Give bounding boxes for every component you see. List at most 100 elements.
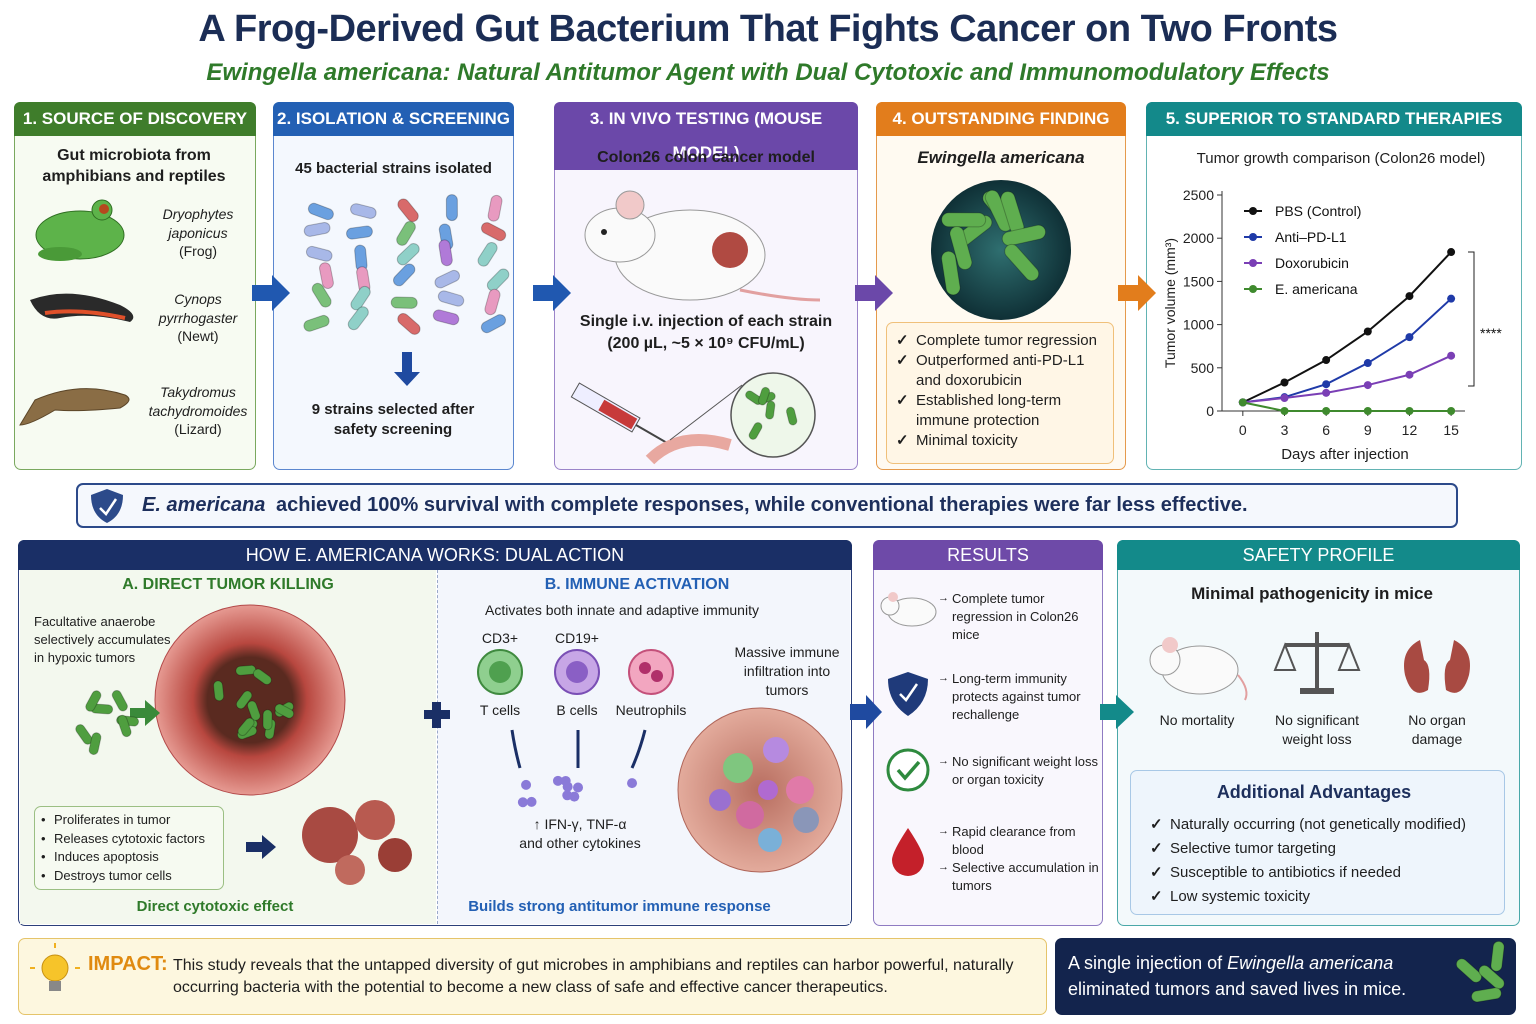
x-tick-label: 0 — [1239, 422, 1247, 438]
organism: Ewingella americana — [1227, 953, 1394, 973]
y-tick-label: 0 — [1206, 403, 1214, 419]
cytokine — [552, 775, 563, 786]
data-point — [1447, 407, 1456, 415]
banner-text: achieved 100% survival with complete res… — [276, 494, 1248, 516]
bacterium — [1455, 958, 1483, 983]
result-line: Complete tumor regression in Colon26 mic… — [938, 589, 1100, 644]
bacterium — [949, 226, 973, 270]
bacterium — [305, 245, 333, 262]
advantages-title: Additional Advantages — [1216, 782, 1412, 802]
result-item: Complete tumor regression in Colon26 mic… — [938, 589, 1100, 644]
bacterium — [111, 689, 128, 712]
panel — [1146, 102, 1522, 470]
section-title: B. IMMUNE ACTIVATION — [544, 576, 730, 593]
step-item: Induces apoptosis — [38, 848, 223, 867]
bacterium — [477, 241, 498, 267]
data-point — [1322, 380, 1331, 389]
text: Colon26 colon cancer model — [597, 149, 815, 166]
cell-name: B cells — [556, 702, 598, 718]
data-point — [1405, 292, 1414, 301]
bracket — [1468, 251, 1475, 387]
legend-swatch — [1249, 233, 1257, 241]
bacterium — [117, 714, 132, 738]
footer: Builds strong antitumor immune response — [468, 898, 771, 915]
bacterium — [396, 220, 416, 246]
section-title: A. DIRECT TUMOR KILLING — [122, 576, 334, 593]
species-common: (Lizard) — [174, 421, 222, 437]
y-tick-label: 2500 — [1183, 187, 1214, 203]
impact-box — [18, 938, 1047, 1015]
bacteria-art — [75, 189, 1505, 1003]
footer: Direct cytotoxic effect — [136, 898, 294, 915]
note: Facultative anaerobe selectively accumul… — [34, 614, 171, 665]
text: 9 strains selected after safety screenin… — [311, 401, 475, 438]
bacterium — [88, 732, 102, 755]
data-point — [1363, 359, 1372, 368]
cytokine — [560, 775, 571, 786]
bacterium — [307, 202, 334, 221]
cell-name: Neutrophils — [615, 702, 687, 718]
data-point — [1405, 407, 1414, 415]
data-point — [1280, 394, 1289, 403]
cytokine — [521, 779, 532, 790]
advantage-item: Low systemic toxicity — [1148, 885, 1498, 909]
y-tick-label: 1500 — [1183, 273, 1214, 289]
bacterium — [480, 222, 507, 242]
checklist-item: Complete tumor regression — [894, 331, 1109, 351]
subtitle: Minimal pathogenicity in mice — [1191, 584, 1433, 603]
bacterium — [397, 312, 421, 335]
species-common: (Frog) — [178, 243, 218, 259]
panel-header: HOW E. AMERICANA WORKS: DUAL ACTION — [18, 540, 852, 570]
bacterium — [748, 422, 763, 440]
checklist: Complete tumor regressionOutperformed an… — [894, 331, 1109, 451]
x-tick-label: 12 — [1402, 422, 1418, 438]
text: eliminated tumors and saved lives in mic… — [1068, 979, 1407, 999]
species-name: Cynops pyrrhogaster — [158, 291, 238, 326]
cytokine — [526, 796, 537, 807]
cytokine — [569, 791, 580, 802]
bacterium — [85, 690, 102, 712]
note: Activates both innate and adaptive immun… — [485, 602, 759, 618]
takeaway-box — [1055, 938, 1516, 1015]
panel-header: 1. SOURCE OF DISCOVERY — [14, 102, 256, 136]
bacterium — [1471, 987, 1502, 1003]
bacterium — [303, 221, 331, 237]
x-tick-label: 3 — [1281, 422, 1289, 438]
banner — [76, 483, 1458, 528]
intro: Gut microbiota from amphibians and repti… — [42, 147, 226, 185]
bacterium — [350, 203, 377, 219]
result-item: No significant weight loss or organ toxi… — [938, 752, 1100, 789]
step-item: Proliferates in tumor — [38, 811, 223, 830]
data-point — [1447, 351, 1456, 360]
panel-header: 5. SUPERIOR TO STANDARD THERAPIES — [1146, 102, 1522, 136]
bacterium — [319, 262, 334, 289]
bacterium — [252, 668, 272, 686]
series-line — [1242, 401, 1452, 412]
takeaway: A single injection of Ewingella american… — [1068, 950, 1418, 1002]
data-point — [1238, 398, 1247, 407]
cytokine — [627, 778, 638, 789]
panel-header: 2. ISOLATION & SCREENING — [273, 102, 514, 136]
data-point — [1405, 370, 1414, 379]
text: A single injection of — [1068, 953, 1223, 973]
data-point — [1405, 333, 1414, 342]
bacterium — [1001, 224, 1047, 247]
bacterium — [397, 198, 419, 223]
cytokine — [573, 782, 584, 793]
legend-swatch — [1249, 285, 1257, 293]
legend-swatch — [1249, 207, 1257, 215]
bacterium — [390, 296, 418, 309]
legend-label: E. americana — [1275, 281, 1358, 297]
title: A Frog-Derived Gut Bacterium That Fights… — [198, 8, 1338, 50]
bacterium — [487, 194, 503, 222]
result-line: No significant weight loss or organ toxi… — [938, 752, 1100, 789]
bacterium — [434, 269, 461, 289]
safety-item: No mortality — [1159, 712, 1235, 728]
bacterium — [1004, 243, 1040, 282]
result-line: Rapid clearance from blood — [938, 822, 1100, 859]
bacterium — [941, 212, 987, 228]
checklist-item: Minimal toxicity — [894, 431, 1109, 451]
bacterium — [311, 282, 332, 308]
y-tick-label: 2000 — [1183, 230, 1214, 246]
